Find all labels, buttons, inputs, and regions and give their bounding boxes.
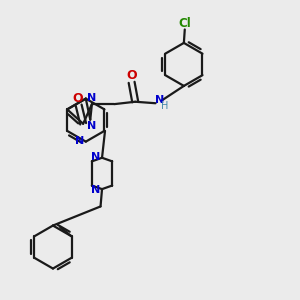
Text: N: N	[75, 136, 84, 146]
Text: N: N	[87, 93, 96, 103]
Text: N: N	[92, 185, 101, 195]
Text: O: O	[127, 69, 137, 82]
Text: O: O	[73, 92, 83, 105]
Text: N: N	[87, 121, 96, 131]
Text: N: N	[155, 95, 164, 105]
Text: H: H	[161, 100, 168, 111]
Text: N: N	[92, 152, 101, 162]
Text: Cl: Cl	[178, 17, 191, 30]
